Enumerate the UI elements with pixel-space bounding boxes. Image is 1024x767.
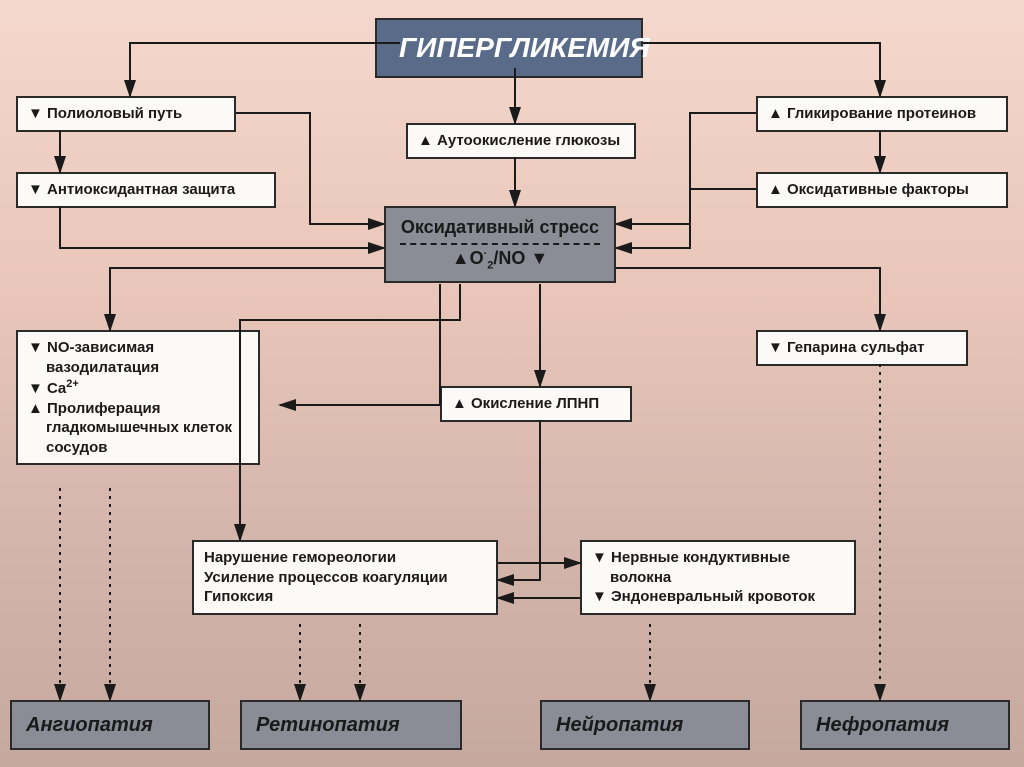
no-vaso-l6: сосудов — [28, 438, 248, 458]
stress-node: Оксидативный стресс ▲O·2/NO ▼ — [384, 206, 616, 283]
outcome-nephro: Нефропатия — [800, 700, 1010, 750]
outcome-angio: Ангиопатия — [10, 700, 210, 750]
hemo-node: Нарушение гемореологии Усиление процессо… — [192, 540, 498, 615]
hemo-l2: Усиление процессов коагуляции — [204, 568, 486, 588]
stress-divider — [400, 243, 600, 245]
outcome-neuro: Нейропатия — [540, 700, 750, 750]
glyc-prot-node: Гликирование протеинов — [756, 96, 1008, 132]
stress-line1: Оксидативный стресс — [400, 216, 600, 239]
polyol-node: Полиоловый путь — [16, 96, 236, 132]
hemo-l3: Гипоксия — [204, 587, 486, 607]
ldl-node: Окисление ЛПНП — [440, 386, 632, 422]
no-vaso-l4: ▲ Пролиферация — [28, 399, 248, 419]
no-vaso-node: ▼ NO-зависимая вазодилатация ▼ Ca2+ ▲ Пр… — [16, 330, 260, 465]
nerve-node: ▼ Нервные кондуктивные волокна ▼ Эндонев… — [580, 540, 856, 615]
oxid-fact-node: Оксидативные факторы — [756, 172, 1008, 208]
nerve-l3: ▼ Эндоневральный кровоток — [592, 587, 844, 607]
title-node: ГИПЕРГЛИКЕМИЯ — [375, 18, 643, 78]
stress-line2: ▲O·2/NO ▼ — [400, 247, 600, 273]
heparin-node: Гепарина сульфат — [756, 330, 968, 366]
no-vaso-l2: вазодилатация — [28, 358, 248, 378]
no-vaso-l5: гладкомышечных клеток — [28, 418, 248, 438]
nerve-l2: волокна — [592, 568, 844, 588]
title-text: ГИПЕРГЛИКЕМИЯ — [399, 32, 650, 63]
nerve-l1: ▼ Нервные кондуктивные — [592, 548, 844, 568]
antiox-node: Антиоксидантная защита — [16, 172, 276, 208]
no-vaso-l1: ▼ NO-зависимая — [28, 338, 248, 358]
hemo-l1: Нарушение гемореологии — [204, 548, 486, 568]
no-vaso-l3: ▼ Ca2+ — [28, 377, 248, 399]
autoox-node: Аутоокисление глюкозы — [406, 123, 636, 159]
outcome-retino: Ретинопатия — [240, 700, 462, 750]
